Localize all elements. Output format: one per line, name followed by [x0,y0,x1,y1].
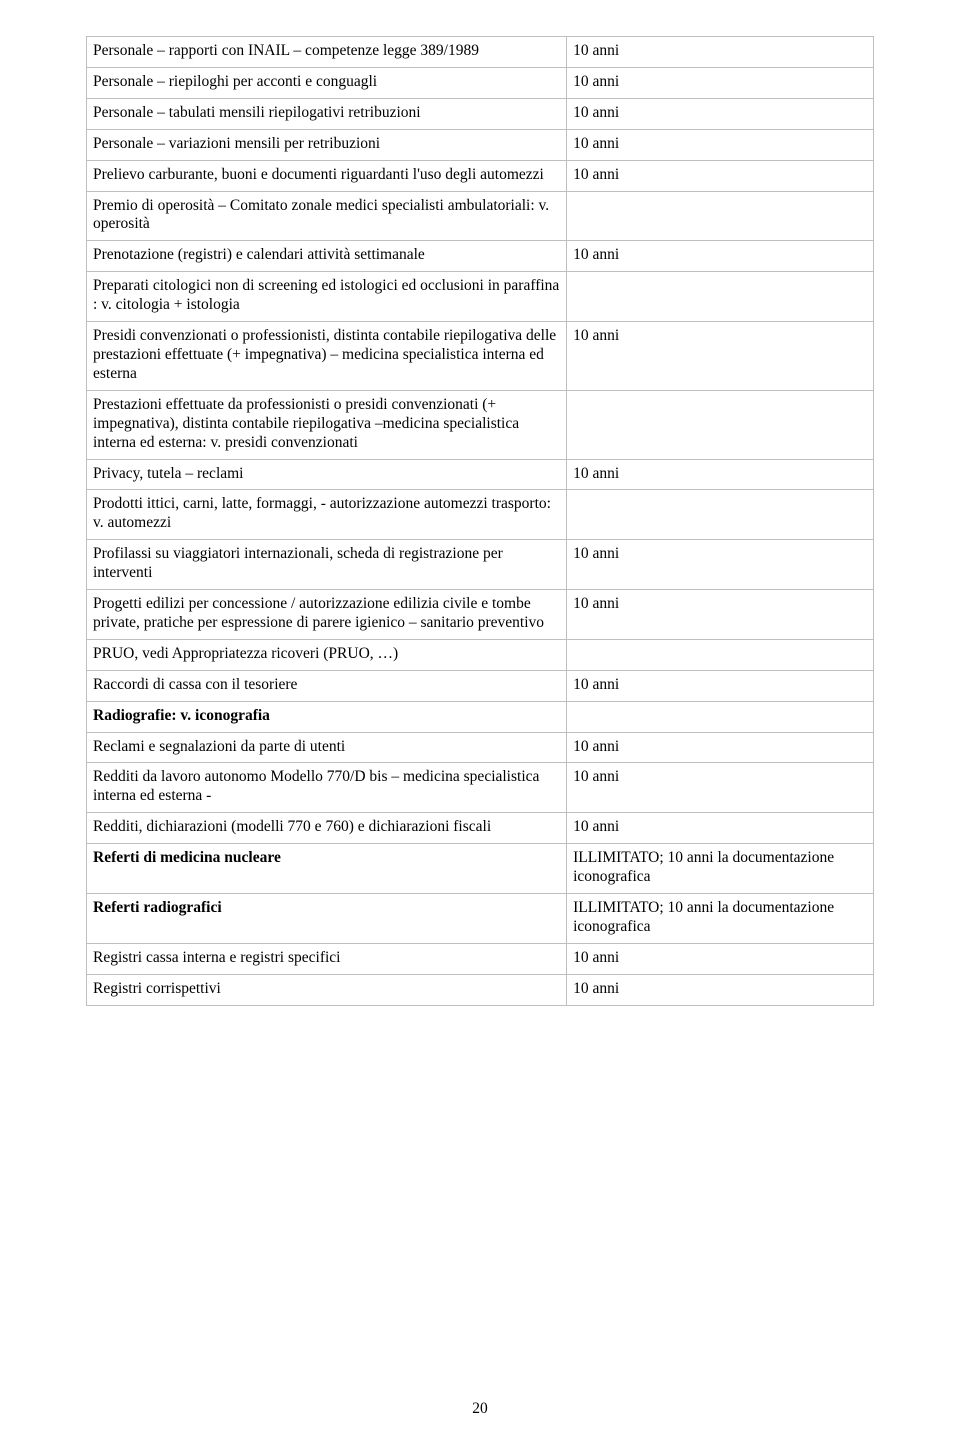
cell-description: Personale – rapporti con INAIL – compete… [87,37,567,68]
cell-description: Registri cassa interna e registri specif… [87,943,567,974]
table-row: Prodotti ittici, carni, latte, formaggi,… [87,490,874,540]
table-row: Redditi da lavoro autonomo Modello 770/D… [87,763,874,813]
cell-description: Prelievo carburante, buoni e documenti r… [87,160,567,191]
cell-retention: 10 anni [567,459,874,490]
cell-description: Privacy, tutela – reclami [87,459,567,490]
table-row: PRUO, vedi Appropriatezza ricoveri (PRUO… [87,639,874,670]
cell-description: Reclami e segnalazioni da parte di utent… [87,732,567,763]
cell-description: Prenotazione (registri) e calendari atti… [87,241,567,272]
cell-description: Redditi da lavoro autonomo Modello 770/D… [87,763,567,813]
cell-retention: 10 anni [567,813,874,844]
cell-description: Preparati citologici non di screening ed… [87,272,567,322]
cell-description: Personale – tabulati mensili riepilogati… [87,98,567,129]
cell-retention: 10 anni [567,160,874,191]
table-row: Personale – tabulati mensili riepilogati… [87,98,874,129]
cell-description: Premio di operosità – Comitato zonale me… [87,191,567,241]
cell-description: PRUO, vedi Appropriatezza ricoveri (PRUO… [87,639,567,670]
cell-retention: 10 anni [567,670,874,701]
table-row: Personale – rapporti con INAIL – compete… [87,37,874,68]
cell-retention [567,701,874,732]
table-body: Personale – rapporti con INAIL – compete… [87,37,874,1006]
cell-description: Prodotti ittici, carni, latte, formaggi,… [87,490,567,540]
cell-retention [567,490,874,540]
table-row: Preparati citologici non di screening ed… [87,272,874,322]
table-row: Raccordi di cassa con il tesoriere10 ann… [87,670,874,701]
cell-description: Prestazioni effettuate da professionisti… [87,390,567,459]
cell-retention: ILLIMITATO; 10 anni la documentazione ic… [567,844,874,894]
retention-table: Personale – rapporti con INAIL – compete… [86,36,874,1006]
table-row: Progetti edilizi per concessione / autor… [87,590,874,640]
cell-retention [567,639,874,670]
cell-description: Profilassi su viaggiatori internazionali… [87,540,567,590]
table-row: Prestazioni effettuate da professionisti… [87,390,874,459]
table-row: Premio di operosità – Comitato zonale me… [87,191,874,241]
cell-retention: 10 anni [567,98,874,129]
cell-retention: ILLIMITATO; 10 anni la documentazione ic… [567,894,874,944]
cell-retention: 10 anni [567,732,874,763]
table-row: Registri corrispettivi10 anni [87,974,874,1005]
table-row: Personale – riepiloghi per acconti e con… [87,67,874,98]
cell-retention [567,191,874,241]
page: Personale – rapporti con INAIL – compete… [0,0,960,1444]
cell-retention: 10 anni [567,37,874,68]
cell-description: Raccordi di cassa con il tesoriere [87,670,567,701]
cell-retention: 10 anni [567,322,874,391]
cell-description: Redditi, dichiarazioni (modelli 770 e 76… [87,813,567,844]
cell-retention [567,272,874,322]
table-row: Radiografie: v. iconografia [87,701,874,732]
table-row: Redditi, dichiarazioni (modelli 770 e 76… [87,813,874,844]
table-row: Referti di medicina nucleareILLIMITATO; … [87,844,874,894]
table-row: Privacy, tutela – reclami10 anni [87,459,874,490]
table-row: Personale – variazioni mensili per retri… [87,129,874,160]
cell-retention: 10 anni [567,943,874,974]
cell-retention: 10 anni [567,763,874,813]
cell-description: Radiografie: v. iconografia [87,701,567,732]
cell-retention [567,390,874,459]
cell-description: Personale – riepiloghi per acconti e con… [87,67,567,98]
cell-retention: 10 anni [567,974,874,1005]
cell-retention: 10 anni [567,241,874,272]
cell-retention: 10 anni [567,129,874,160]
cell-description: Referti radiografici [87,894,567,944]
table-row: Prenotazione (registri) e calendari atti… [87,241,874,272]
table-row: Referti radiograficiILLIMITATO; 10 anni … [87,894,874,944]
cell-description: Presidi convenzionati o professionisti, … [87,322,567,391]
table-row: Registri cassa interna e registri specif… [87,943,874,974]
cell-retention: 10 anni [567,540,874,590]
cell-description: Personale – variazioni mensili per retri… [87,129,567,160]
cell-description: Registri corrispettivi [87,974,567,1005]
cell-description: Progetti edilizi per concessione / autor… [87,590,567,640]
cell-retention: 10 anni [567,67,874,98]
table-row: Reclami e segnalazioni da parte di utent… [87,732,874,763]
table-row: Prelievo carburante, buoni e documenti r… [87,160,874,191]
table-row: Profilassi su viaggiatori internazionali… [87,540,874,590]
page-number: 20 [0,1400,960,1418]
cell-retention: 10 anni [567,590,874,640]
cell-description: Referti di medicina nucleare [87,844,567,894]
table-row: Presidi convenzionati o professionisti, … [87,322,874,391]
